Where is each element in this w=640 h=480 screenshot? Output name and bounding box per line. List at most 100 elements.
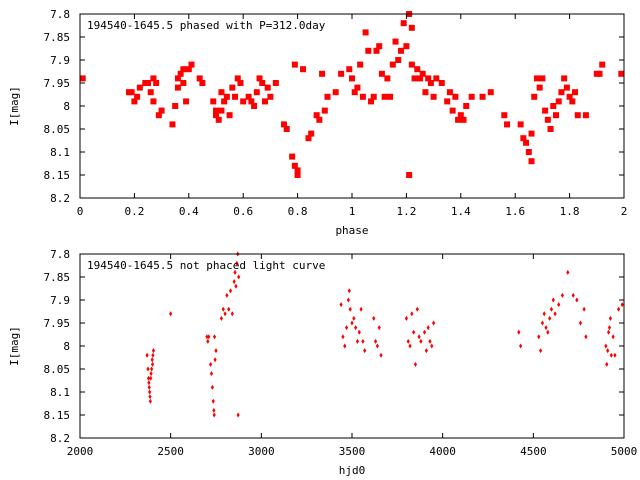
data-point <box>174 75 181 82</box>
data-point <box>237 274 241 280</box>
x-tick-label: 4000 <box>429 445 456 458</box>
data-point <box>413 361 418 367</box>
data-point <box>354 84 361 91</box>
data-point <box>378 70 385 77</box>
data-point <box>411 75 418 82</box>
data-point <box>553 112 559 119</box>
unphased-points-layer <box>145 251 624 418</box>
data-point <box>400 20 407 27</box>
data-point <box>227 306 231 312</box>
data-point <box>519 343 523 349</box>
data-point <box>566 93 573 100</box>
data-point <box>233 269 237 275</box>
data-point <box>206 338 210 344</box>
data-point <box>339 302 343 308</box>
y-tick-label: 8.05 <box>44 363 71 376</box>
x-tick-label: 3000 <box>248 445 275 458</box>
x-tick-label: 2500 <box>157 445 184 458</box>
data-point <box>230 311 234 317</box>
data-point <box>384 75 391 82</box>
data-point <box>455 116 462 123</box>
data-point <box>487 89 494 96</box>
data-point <box>151 348 156 354</box>
data-point <box>606 329 611 335</box>
chart-title: 194540-1645.5 phased with P=312.0day <box>87 19 326 32</box>
data-point <box>599 61 606 68</box>
data-point <box>520 135 527 142</box>
data-point <box>531 93 538 100</box>
data-point <box>221 306 225 312</box>
data-point <box>426 325 430 331</box>
data-point <box>438 80 445 86</box>
data-point <box>415 306 419 312</box>
data-point <box>213 357 217 363</box>
data-point <box>134 93 141 100</box>
x-tick-label: 0 <box>77 205 84 218</box>
data-point <box>147 89 154 96</box>
data-point <box>607 325 612 331</box>
data-point <box>578 320 583 326</box>
data-point <box>557 302 561 308</box>
data-point <box>373 338 378 344</box>
data-point <box>542 311 546 317</box>
data-point <box>403 43 410 50</box>
data-point <box>172 103 179 109</box>
data-point <box>566 269 570 275</box>
data-point <box>359 93 366 100</box>
data-point <box>618 70 625 77</box>
data-point <box>294 172 301 178</box>
data-point <box>305 135 312 142</box>
data-point <box>150 366 154 372</box>
x-tick-label: 1.8 <box>560 205 580 218</box>
x-tick-label: 1.2 <box>396 205 416 218</box>
data-point <box>223 311 227 317</box>
data-point <box>357 61 364 68</box>
data-point <box>212 334 217 340</box>
y-tick-label: 8.2 <box>50 192 70 205</box>
x-tick-label: 1.6 <box>505 205 525 218</box>
data-point <box>316 116 323 123</box>
data-point <box>542 107 549 114</box>
data-point <box>149 371 153 377</box>
y-tick-label: 8.15 <box>44 409 71 422</box>
data-point <box>289 153 296 160</box>
data-point <box>517 121 524 128</box>
data-point <box>392 38 399 45</box>
plot-frame <box>79 253 625 439</box>
data-point <box>348 306 352 312</box>
y-tick-label: 7.8 <box>50 248 70 261</box>
data-point <box>149 375 153 381</box>
data-point <box>549 306 554 312</box>
data-point <box>209 371 214 377</box>
data-point <box>169 121 176 128</box>
data-point <box>251 103 258 109</box>
data-point <box>236 412 240 418</box>
data-point <box>308 130 315 137</box>
data-point <box>148 389 152 395</box>
data-point <box>537 334 541 340</box>
data-point <box>146 375 151 381</box>
data-point <box>540 320 544 326</box>
data-point <box>196 75 203 82</box>
data-point <box>574 112 581 119</box>
x-axis-ticks: 2000 2500 3000 3500 4000 4500 5000 <box>67 254 637 458</box>
data-point <box>180 80 187 86</box>
data-point <box>606 348 610 354</box>
data-point <box>433 75 440 82</box>
data-point <box>218 107 225 114</box>
data-point <box>291 61 298 68</box>
data-point <box>147 380 151 386</box>
data-point <box>281 121 287 128</box>
y-tick-label: 7.85 <box>44 31 71 44</box>
data-point <box>158 107 165 114</box>
x-tick-label: 2 <box>621 205 628 218</box>
data-point <box>148 394 152 400</box>
x-tick-label: 4500 <box>520 445 547 458</box>
xlabel: hjd0 <box>339 464 366 477</box>
data-point <box>555 98 562 105</box>
data-point <box>300 66 307 73</box>
data-point <box>352 315 356 321</box>
data-point <box>414 66 421 73</box>
x-tick-label: 3500 <box>339 445 366 458</box>
